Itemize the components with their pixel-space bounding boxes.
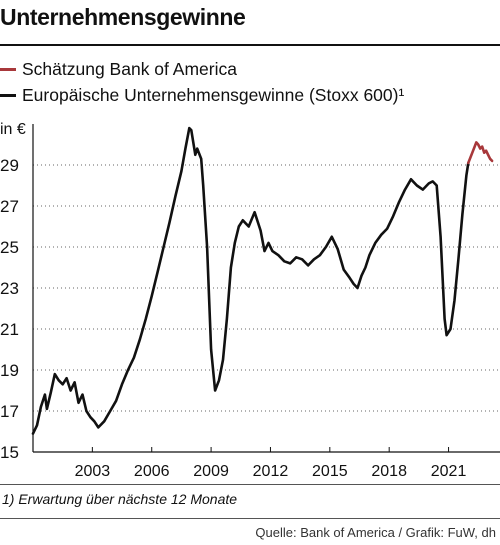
x-tick-label: 2012 xyxy=(253,463,289,480)
x-tick-label: 2018 xyxy=(371,463,407,480)
line-chart: 15 17 19 21 23 25 27 29 in € 2003 2006 2009 2012 2015… xyxy=(0,121,500,480)
y-tick-label: 23 xyxy=(0,279,19,298)
y-tick-label: 19 xyxy=(0,361,19,380)
y-tick-label: 17 xyxy=(0,402,19,421)
legend-item-stoxx: Europäische Unternehmensgewinne (Stoxx 6… xyxy=(0,82,404,108)
legend: Schätzung Bank of America Europäische Un… xyxy=(0,56,404,108)
source-rule xyxy=(0,518,500,519)
y-tick-label: 25 xyxy=(0,238,19,257)
y-tick-label: 27 xyxy=(0,197,19,216)
x-tick-label: 2003 xyxy=(75,463,111,480)
series-line-stoxx600 xyxy=(31,126,470,435)
legend-item-estimate: Schätzung Bank of America xyxy=(0,56,404,82)
y-axis-label: in € xyxy=(0,121,26,138)
legend-swatch-stoxx xyxy=(0,93,16,97)
y-tick-label: 29 xyxy=(0,156,19,175)
x-tick-label: 2009 xyxy=(193,463,229,480)
footnote-rule xyxy=(0,484,500,485)
legend-label-estimate: Schätzung Bank of America xyxy=(22,58,237,79)
y-tick-label: 15 xyxy=(0,443,19,462)
source-credit: Quelle: Bank of America / Grafik: FuW, d… xyxy=(255,525,496,540)
series-line-bofa-estimate xyxy=(467,141,494,165)
legend-swatch-estimate xyxy=(0,67,16,71)
y-tick-label: 21 xyxy=(0,320,19,339)
footnote: 1) Erwartung über nächste 12 Monate xyxy=(2,491,238,507)
title-rule xyxy=(0,44,500,46)
x-tick-label: 2015 xyxy=(312,463,348,480)
x-tick-label: 2021 xyxy=(431,463,467,480)
legend-label-stoxx: Europäische Unternehmensgewinne (Stoxx 6… xyxy=(22,84,405,105)
chart-title: Unternehmensgewinne xyxy=(0,4,246,30)
x-tick-label: 2006 xyxy=(134,463,170,480)
